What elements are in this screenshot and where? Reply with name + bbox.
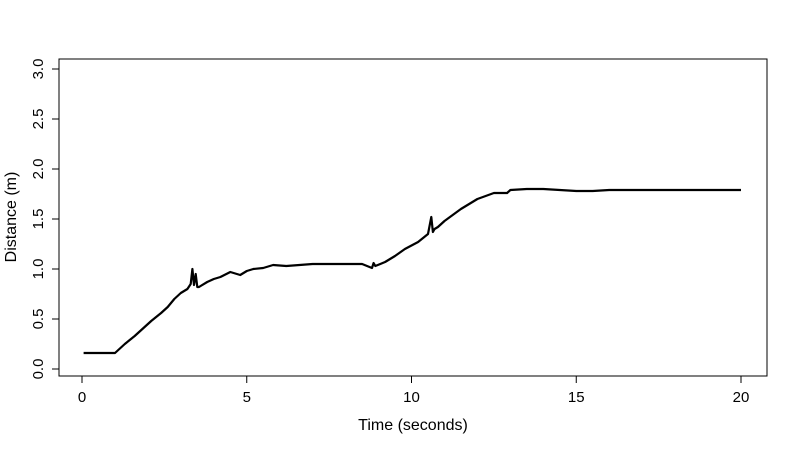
y-axis-title: Distance (m) bbox=[3, 172, 20, 263]
x-tick-label: 5 bbox=[243, 389, 251, 406]
x-axis-title: Time (seconds) bbox=[358, 417, 468, 434]
y-tick-label: 2.0 bbox=[30, 159, 47, 180]
x-tick-label: 20 bbox=[733, 389, 750, 406]
x-tick-label: 15 bbox=[568, 389, 585, 406]
y-tick-label: 1.0 bbox=[30, 259, 47, 280]
series-line-distance bbox=[83, 187, 741, 355]
y-tick-label: 3.0 bbox=[30, 59, 47, 80]
y-axis: 0.0 0.5 1.0 1.5 2.0 2.5 3.0 bbox=[30, 59, 60, 380]
y-tick-label: 0.5 bbox=[30, 309, 47, 330]
y-tick-label: 2.5 bbox=[30, 109, 47, 130]
plot-frame bbox=[58, 58, 768, 377]
x-tick-label: 10 bbox=[403, 389, 420, 406]
y-tick-label: 1.5 bbox=[30, 209, 47, 230]
x-axis: 0 5 10 15 20 bbox=[78, 375, 750, 406]
y-tick-label: 0.0 bbox=[30, 359, 47, 380]
x-tick-label: 0 bbox=[78, 389, 86, 406]
